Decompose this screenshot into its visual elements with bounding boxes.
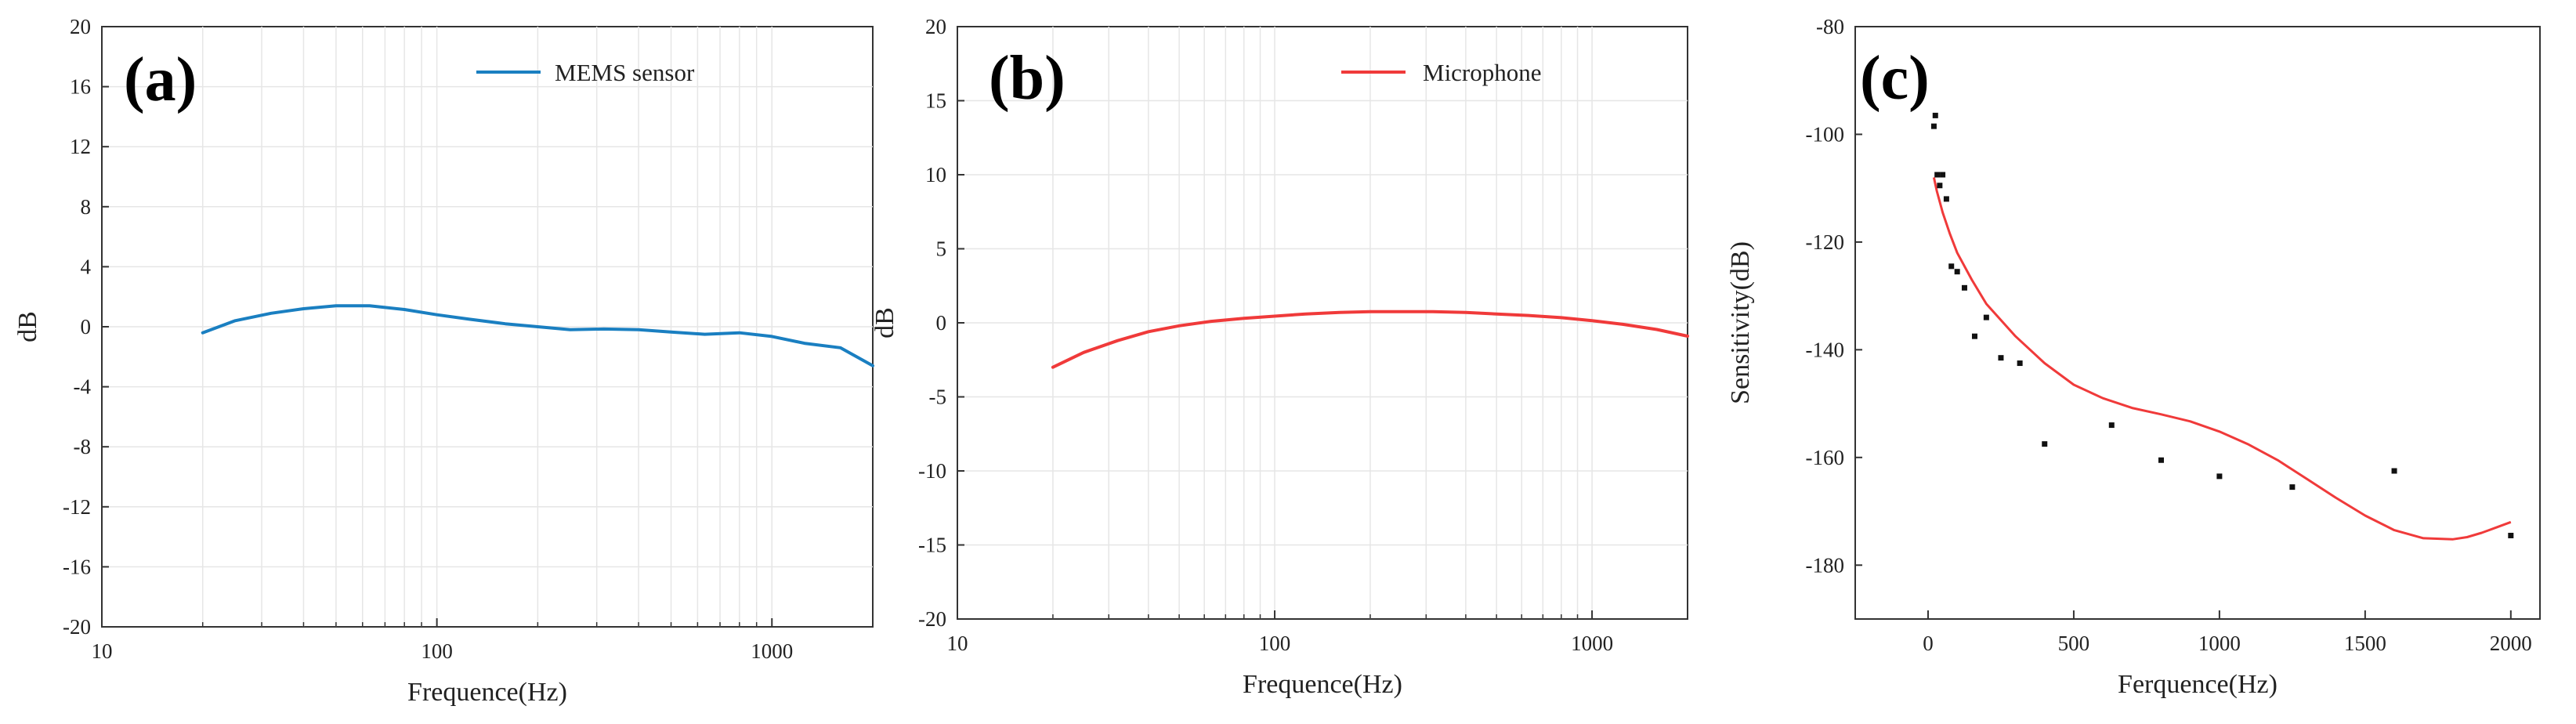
data-point <box>2042 441 2048 447</box>
series-line-mems-sensor <box>201 304 874 367</box>
y-tick-label: -160 <box>1806 446 1845 469</box>
data-point <box>1983 314 1989 320</box>
y-tick-label: -8 <box>74 435 92 458</box>
data-point <box>2508 532 2514 538</box>
data-point <box>1937 183 1943 189</box>
data-point <box>1930 123 1937 129</box>
series-layer <box>201 304 874 367</box>
y-tick-label: 20 <box>925 15 946 38</box>
x-tick-label: 1500 <box>2344 632 2386 655</box>
y-tick-label: 0 <box>936 311 947 335</box>
y-tick-label: 10 <box>925 163 946 186</box>
x-tick-label: 1000 <box>751 639 793 663</box>
panel-a: -20 -16 -12 -8 -4 0 4 8 12 16 20 10 100 1000 Frequenc… <box>13 15 874 707</box>
y-tick-label: 12 <box>70 135 91 158</box>
data-point <box>1948 263 1955 270</box>
data-point <box>2289 484 2296 491</box>
legend: MEMS sensor <box>476 59 695 86</box>
data-point <box>2017 360 2023 367</box>
axes: -20 -16 -12 -8 -4 0 4 8 12 16 20 10 100 1000 <box>63 15 793 663</box>
y-tick-label: 20 <box>70 15 91 38</box>
y-tick-label: -20 <box>918 607 946 631</box>
data-point <box>2391 468 2397 474</box>
y-tick-label: 5 <box>936 237 947 261</box>
legend-label: Microphone <box>1423 59 1542 86</box>
series-line-microphone <box>1051 310 1689 369</box>
data-point <box>1961 284 1967 291</box>
plot-frame <box>1854 26 2541 620</box>
data-point <box>2108 422 2115 429</box>
axes: -180 -160 -140 -120 -100 -80 0 500 1000 1500 2000 <box>1806 15 2532 655</box>
y-tick-label: -140 <box>1806 338 1845 361</box>
y-tick-label: -120 <box>1806 230 1845 254</box>
y-tick-label: -10 <box>918 459 946 483</box>
y-tick-label: -16 <box>63 555 91 578</box>
grid <box>102 27 873 627</box>
y-tick-label: -100 <box>1806 122 1845 146</box>
panel-c: -180-160-140-120-100-800 500 1000 1500 2000 … <box>1726 15 2541 699</box>
y-tick-label: -5 <box>929 386 947 409</box>
x-tick-label: 1000 <box>2198 632 2241 655</box>
x-tick-label: 0 <box>1923 632 1934 655</box>
y-axis-label: dB <box>13 311 42 342</box>
data-point <box>1940 172 1946 178</box>
x-tick-label: 10 <box>947 632 968 655</box>
x-tick-label: 100 <box>421 639 453 663</box>
y-tick-label: -80 <box>1816 15 1844 38</box>
y-tick-label: -180 <box>1806 553 1845 577</box>
y-tick-label: -12 <box>63 495 91 519</box>
x-axis-label: Frequence(Hz) <box>1243 670 1402 699</box>
panel-label: (b) <box>989 44 1065 113</box>
data-point <box>1934 172 1941 178</box>
data-point <box>2158 457 2165 463</box>
x-tick-label: 1000 <box>1571 632 1613 655</box>
x-tick-label: 2000 <box>2490 632 2532 655</box>
grid <box>957 27 1688 619</box>
legend: Microphone <box>1341 59 1542 86</box>
y-tick-label: 15 <box>925 89 946 113</box>
x-axis-label: Frequence(Hz) <box>407 678 567 707</box>
y-tick-label: 16 <box>70 75 91 99</box>
series-layer <box>1051 310 1689 369</box>
x-tick-label: 500 <box>2058 632 2090 655</box>
y-tick-label: -15 <box>918 534 946 557</box>
data-point <box>1998 355 2004 361</box>
x-axis-label: Ferquence(Hz) <box>2118 670 2278 699</box>
panel-b: -20 -15 -10 -5 0 5 10 15 20 10 100 1000 Frequence(H… <box>870 15 1689 699</box>
y-tick-label: -4 <box>74 375 92 399</box>
panel-label: (a) <box>124 45 197 114</box>
x-tick-label: 100 <box>1259 632 1291 655</box>
y-tick-label: -20 <box>63 615 91 639</box>
y-tick-label: 8 <box>81 195 92 219</box>
data-point <box>1954 269 1960 275</box>
y-tick-label: 0 <box>81 315 92 338</box>
y-axis-label: Sensitivity(dB) <box>1726 241 1755 404</box>
panel-label: (c) <box>1860 44 1930 113</box>
fit-curve <box>1932 177 2512 541</box>
y-axis-label: dB <box>870 307 899 338</box>
data-point <box>1971 333 1977 339</box>
data-point <box>1932 112 1938 118</box>
axes: -20 -15 -10 -5 0 5 10 15 20 10 100 1000 <box>918 15 1613 655</box>
series-layer <box>1930 112 2514 541</box>
y-tick-label: 4 <box>81 255 92 278</box>
legend-label: MEMS sensor <box>555 59 695 86</box>
data-point <box>2216 473 2223 480</box>
data-point <box>1943 196 1949 202</box>
x-tick-label: 10 <box>92 639 113 663</box>
